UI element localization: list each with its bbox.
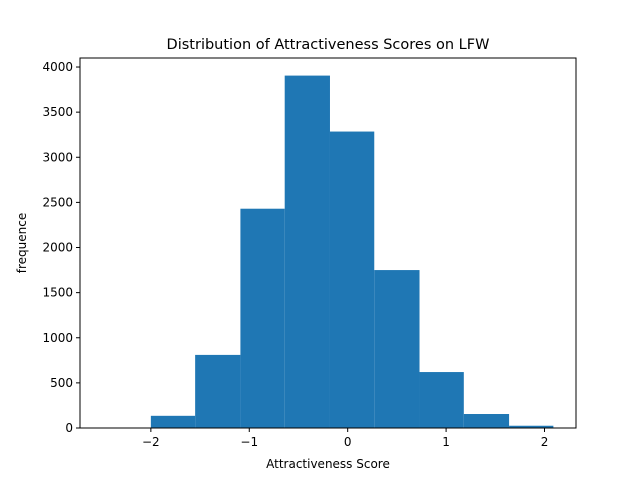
y-tick-label: 1500	[42, 286, 73, 300]
y-tick-label: 4000	[42, 60, 73, 74]
x-tick-label: 1	[442, 435, 450, 449]
y-axis-label: frequence	[15, 213, 29, 273]
y-tick-label: 0	[65, 421, 73, 435]
y-tick-label: 500	[50, 376, 73, 390]
histogram-bar	[419, 372, 464, 428]
y-tick-label: 3000	[42, 150, 73, 164]
x-tick-label: −2	[142, 435, 160, 449]
histogram-bar	[329, 131, 375, 429]
histogram-bar	[284, 75, 330, 428]
x-tick-label: −1	[240, 435, 258, 449]
chart-title: Distribution of Attractiveness Scores on…	[167, 37, 490, 53]
histogram-bar	[195, 354, 241, 428]
y-tick-label: 3500	[42, 105, 73, 119]
histogram-bar	[463, 414, 510, 428]
x-axis-label: Attractiveness Score	[266, 457, 390, 471]
histogram-bar	[509, 425, 554, 428]
histogram-bar	[150, 415, 196, 428]
x-tick-label: 2	[541, 435, 549, 449]
histogram-bar	[240, 208, 285, 428]
x-tick-label: 0	[344, 435, 352, 449]
y-axis-ticks: 0 500 1000 1500 2000 2500 3000 3500 4000	[42, 60, 80, 435]
histogram-bar	[374, 270, 420, 428]
y-tick-label: 1000	[42, 331, 73, 345]
plot-frame	[79, 57, 577, 429]
y-tick-label: 2000	[42, 241, 73, 255]
x-axis-ticks: −2 −1 0 1 2	[142, 428, 548, 449]
y-tick-label: 2500	[42, 195, 73, 209]
histogram-bars	[105, 75, 554, 429]
